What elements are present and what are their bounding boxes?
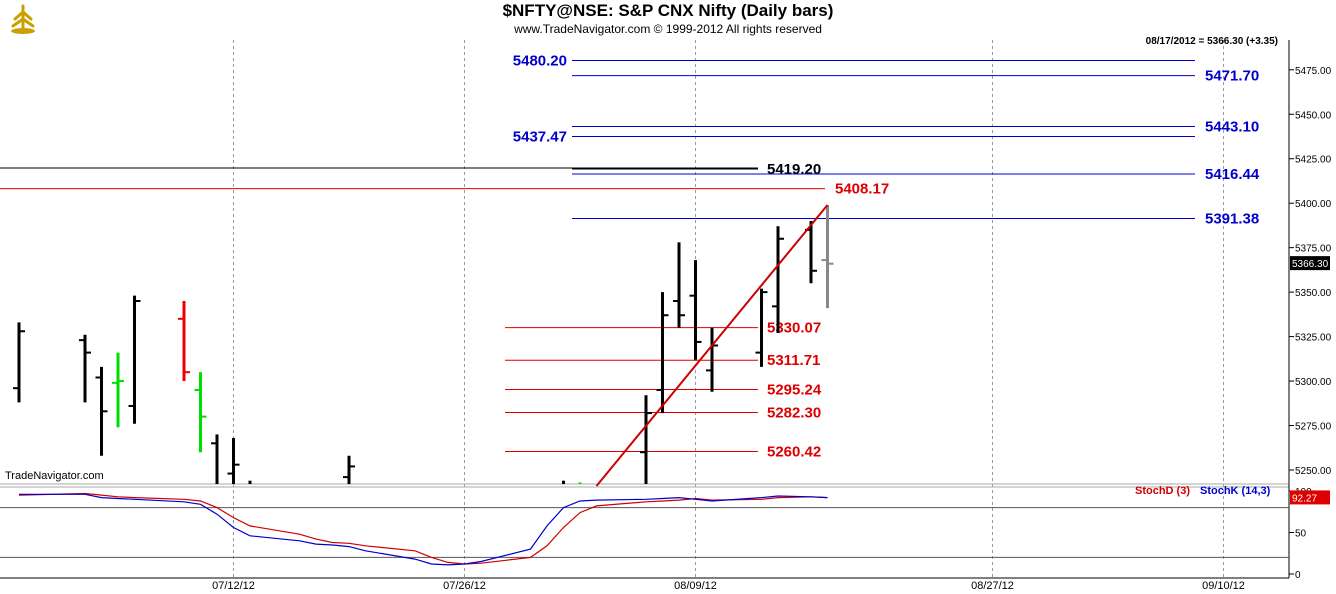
level-label: 5419.20 — [767, 161, 821, 178]
y-tick-label: 5400.00 — [1295, 199, 1332, 210]
level-label: 5295.24 — [767, 382, 822, 399]
stochastic-panel: 10050092.27 — [0, 487, 1330, 581]
trendline — [595, 204, 829, 487]
ohlc-bars — [13, 204, 834, 484]
level-label: 5391.38 — [1205, 211, 1259, 228]
y-tick-label: 5300.00 — [1295, 377, 1332, 388]
level-label: 5408.17 — [835, 181, 889, 198]
level-label: 5480.20 — [513, 53, 567, 70]
price-readout: 08/17/2012 = 5366.30 (+3.35) — [1145, 36, 1278, 47]
watermark: TradeNavigator.com — [5, 470, 104, 482]
axes: 07/12/12 07/26/12 08/09/12 08/27/12 09/10/12… — [212, 66, 1332, 592]
vertical-gridlines — [233, 40, 1224, 578]
stoch-series-line — [18, 492, 828, 565]
trade-navigator-tree-icon — [6, 2, 40, 36]
stoch-y-tick-label: 50 — [1295, 529, 1307, 540]
x-tick-label: 08/09/12 — [674, 580, 717, 592]
legend-stochd: StochD (3) — [1135, 485, 1190, 497]
stoch-y-tick-label: 0 — [1295, 570, 1301, 581]
stoch-series-line — [19, 493, 828, 566]
last-price-label: 5366.30 — [1292, 259, 1329, 270]
y-tick-label: 5425.00 — [1295, 155, 1332, 166]
level-label: 5311.71 — [767, 352, 820, 369]
legend-stochk: StochK (14,3) — [1200, 485, 1271, 497]
x-tick-label: 08/27/12 — [971, 580, 1014, 592]
level-label: 5437.47 — [513, 129, 567, 146]
y-tick-label: 5350.00 — [1295, 288, 1332, 299]
level-label: 5416.44 — [1205, 166, 1260, 183]
stoch-last-label: 92.27 — [1292, 493, 1317, 504]
y-tick-label: 5325.00 — [1295, 333, 1332, 344]
x-tick-label: 09/10/12 — [1202, 580, 1245, 592]
y-tick-label: 5250.00 — [1295, 466, 1332, 477]
copyright-notice: www.TradeNavigator.com © 1999-2012 All r… — [514, 22, 822, 36]
x-tick-label: 07/12/12 — [212, 580, 255, 592]
chart-title: $NFTY@NSE: S&P CNX Nifty (Daily bars) — [502, 1, 834, 20]
y-tick-label: 5475.00 — [1295, 66, 1332, 77]
level-label: 5282.30 — [767, 405, 821, 422]
y-tick-label: 5450.00 — [1295, 110, 1332, 121]
level-label: 5330.07 — [767, 320, 821, 337]
x-tick-label: 07/26/12 — [443, 580, 486, 592]
y-tick-label: 5275.00 — [1295, 422, 1332, 433]
y-tick-label: 5375.00 — [1295, 244, 1332, 255]
level-label: 5443.10 — [1205, 119, 1259, 136]
level-label: 5260.42 — [767, 443, 821, 460]
trendline — [595, 204, 829, 487]
price-levels: 5480.20 5471.70 5443.10 5437.47 5419.20 5416.… — [0, 53, 1260, 460]
panel-frame — [0, 40, 1290, 579]
level-label: 5471.70 — [1205, 68, 1259, 85]
last-price-box — [1290, 256, 1330, 271]
stoch-last-box — [1290, 490, 1330, 505]
